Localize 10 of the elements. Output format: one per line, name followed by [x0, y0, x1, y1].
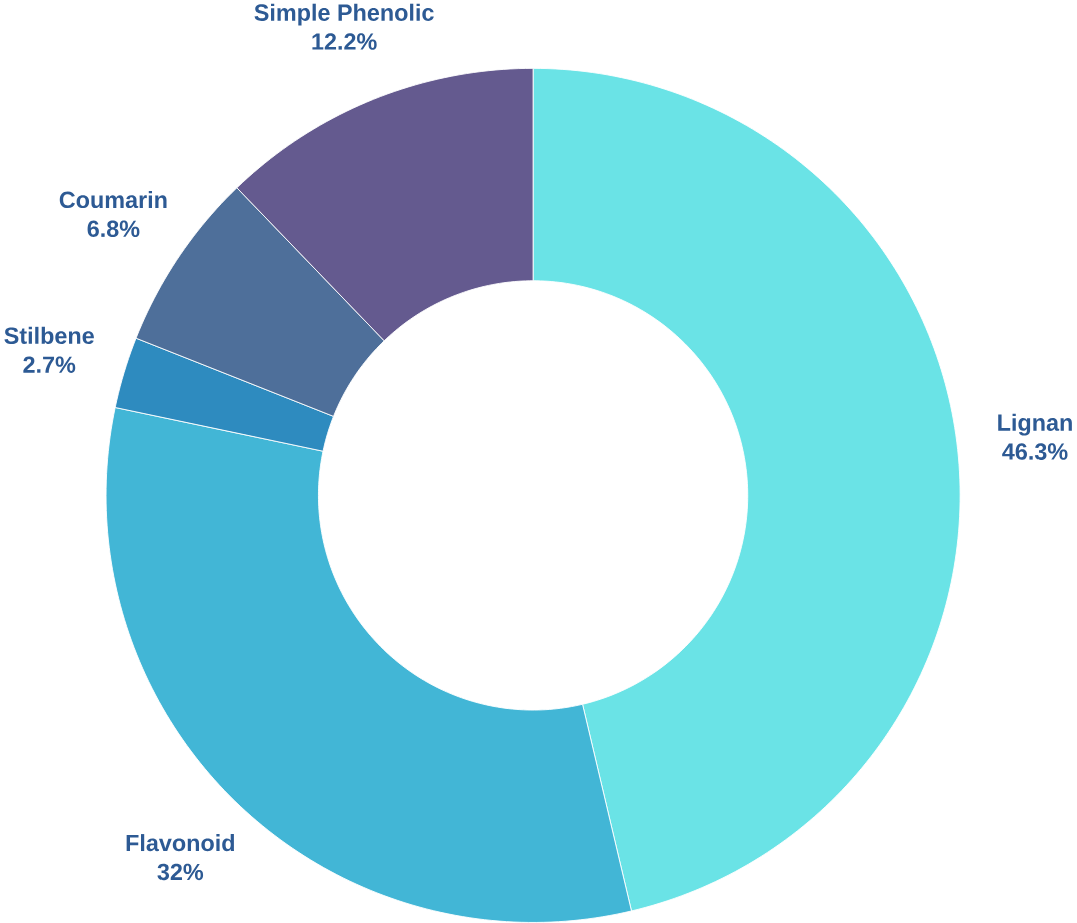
data-label: 32% [157, 863, 204, 881]
slice-label: Coumarin [59, 190, 167, 209]
slice-label: Flavonoid [126, 834, 234, 852]
slice-label: Stilbene [4, 326, 94, 345]
data-label: 2.7% [23, 356, 76, 373]
slice-label: Simple Phenolic [254, 3, 434, 26]
data-label: 46.3% [1002, 443, 1068, 460]
data-label: 6.8% [87, 220, 140, 238]
slice-label: Lignan [998, 413, 1072, 436]
data-label: 12.2% [312, 33, 377, 50]
